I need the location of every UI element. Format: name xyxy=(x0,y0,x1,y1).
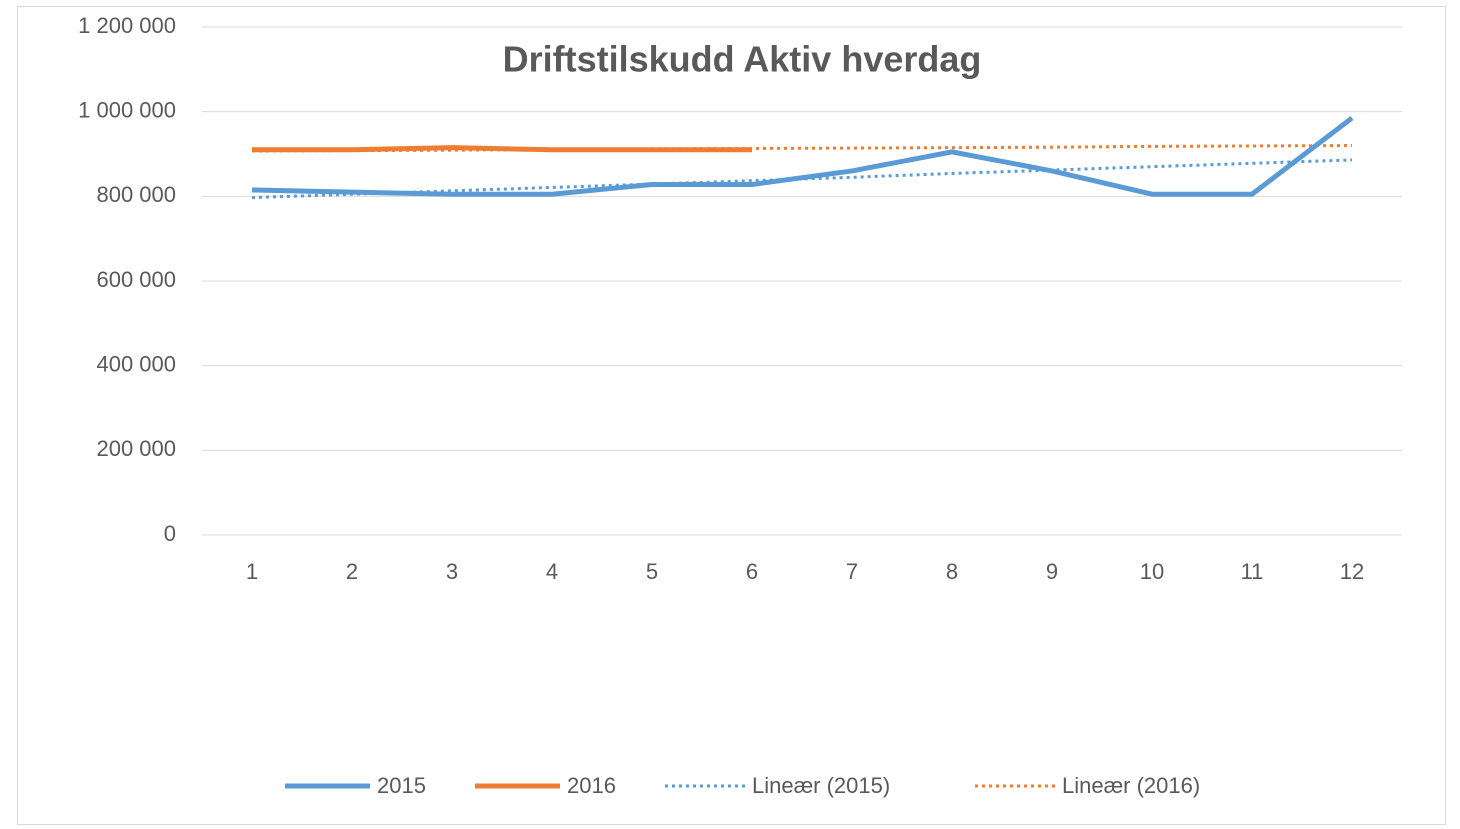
legend-label: 2015 xyxy=(377,773,426,798)
y-tick-label: 400 000 xyxy=(96,351,176,376)
legend-label: Lineær (2016) xyxy=(1062,773,1200,798)
x-tick-label: 2 xyxy=(346,559,358,584)
y-tick-label: 600 000 xyxy=(96,267,176,292)
x-tick-label: 7 xyxy=(846,559,858,584)
x-tick-label: 12 xyxy=(1340,559,1364,584)
x-tick-label: 3 xyxy=(446,559,458,584)
y-tick-label: 1 200 000 xyxy=(78,13,176,38)
y-tick-label: 800 000 xyxy=(96,182,176,207)
series-line xyxy=(252,145,752,153)
x-tick-label: 9 xyxy=(1046,559,1058,584)
chart-frame xyxy=(17,6,1446,825)
y-tick-label: 0 xyxy=(164,521,176,546)
legend-label: Lineær (2015) xyxy=(752,773,890,798)
y-tick-label: 200 000 xyxy=(96,436,176,461)
y-tick-label: 1 000 000 xyxy=(78,97,176,122)
x-tick-label: 10 xyxy=(1140,559,1164,584)
x-tick-label: 11 xyxy=(1241,559,1264,584)
chart-title: Driftstilskudd Aktiv hverdag xyxy=(503,39,982,80)
legend-label: 2016 xyxy=(567,773,616,798)
series-line xyxy=(251,116,1354,197)
x-tick-label: 1 xyxy=(246,559,258,584)
x-tick-label: 5 xyxy=(646,559,658,584)
x-tick-label: 4 xyxy=(546,559,558,584)
x-tick-label: 6 xyxy=(746,559,758,584)
x-tick-label: 8 xyxy=(946,559,958,584)
